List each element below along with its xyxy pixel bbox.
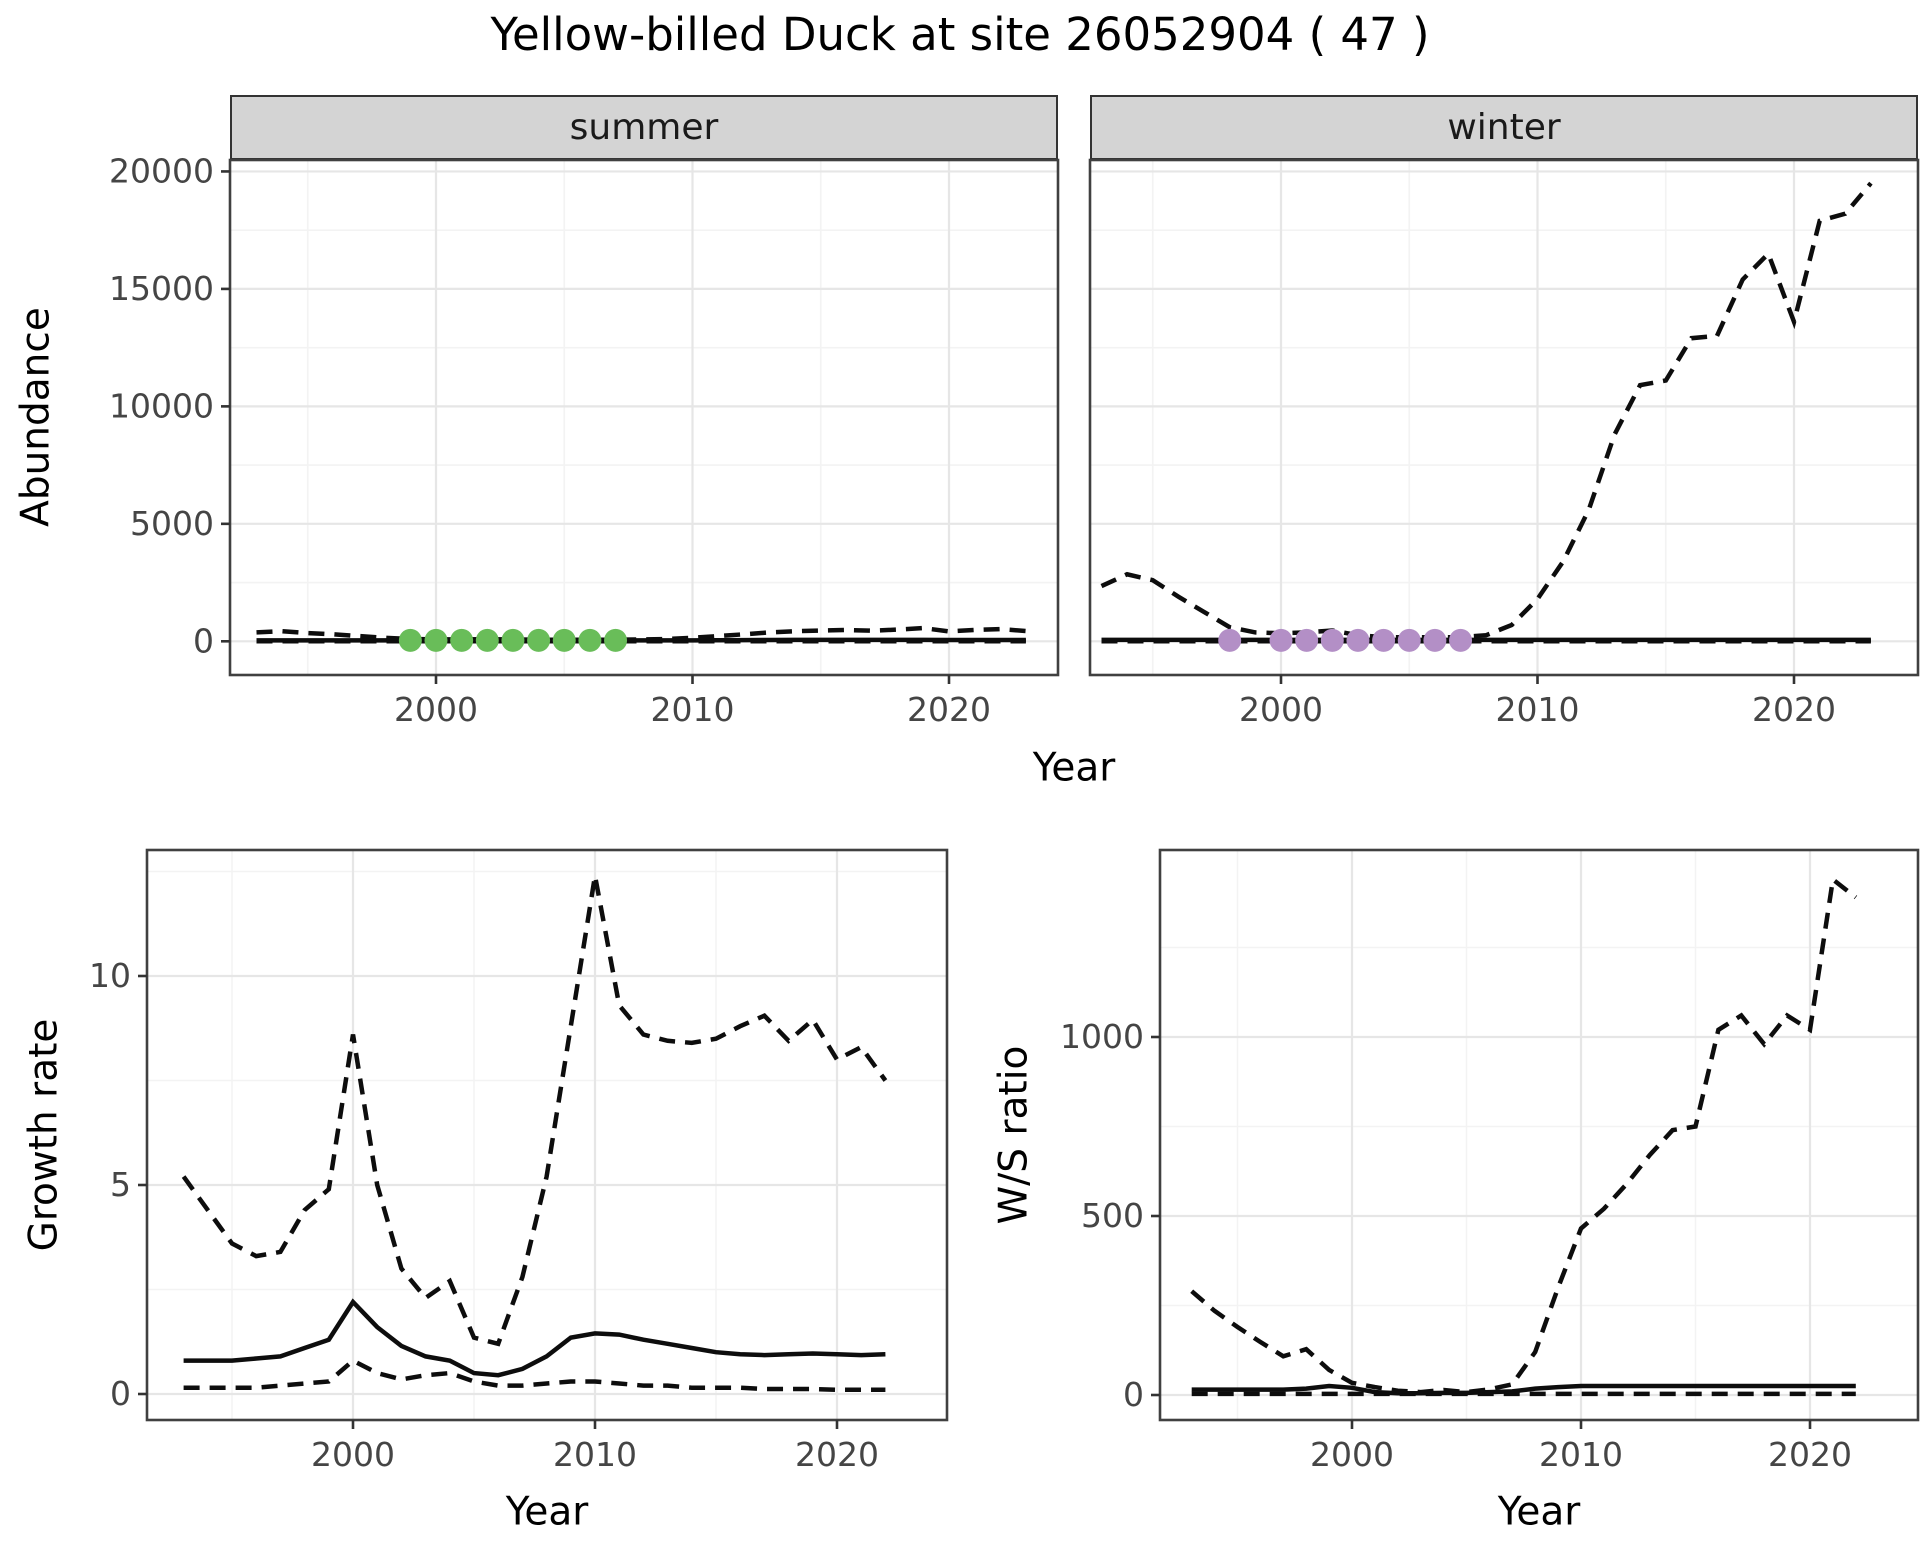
winter-data-point — [1218, 628, 1242, 652]
y-tick-label: 20000 — [109, 151, 214, 190]
summer-data-point — [450, 628, 474, 652]
y-tick-label: 0 — [1123, 1375, 1144, 1414]
year-axis-title-top: Year — [1032, 745, 1116, 791]
growth-fit-line — [183, 1298, 886, 1378]
winter-upper_ci-line — [1100, 181, 1873, 640]
ws-fit-line — [1191, 1383, 1856, 1396]
growth-upper_ci-line — [181, 875, 888, 1347]
x-tick-label: 2020 — [907, 690, 991, 729]
summer-data-point — [424, 628, 448, 652]
winter-data-point — [1372, 628, 1396, 652]
x-tick-label: 2020 — [795, 1435, 879, 1474]
winter-data-point — [1346, 628, 1370, 652]
ws-upper_ci-line — [1190, 875, 1858, 1395]
winter-panel-border — [1088, 158, 1920, 677]
growth-panel: 2000 2010 2020 0 5 10 — [89, 848, 949, 1474]
winter-data-point — [1397, 628, 1421, 652]
x-tick-label: 2000 — [1239, 690, 1323, 729]
x-tick-label: 2010 — [651, 690, 735, 729]
growth-panel-border — [145, 848, 949, 1422]
year-axis-title-ws: Year — [1497, 1489, 1581, 1535]
winter-panel: 2000 2010 2020 — [1088, 158, 1920, 729]
y-tick-label: 0 — [110, 1374, 131, 1413]
y-tick-label: 10 — [89, 956, 131, 995]
winter-data-point — [1449, 628, 1473, 652]
winter-data-point — [1295, 628, 1319, 652]
summer-data-point — [578, 628, 602, 652]
x-tick-label: 2000 — [311, 1435, 395, 1474]
summer-data-point — [501, 628, 525, 652]
y-tick-label: 10000 — [109, 386, 214, 425]
winter-data-point — [1269, 628, 1293, 652]
winter-data-point — [1320, 628, 1344, 652]
x-tick-label: 2020 — [1768, 1435, 1852, 1474]
growth-rate-axis-title: Growth rate — [21, 1018, 67, 1252]
y-tick-label: 0 — [193, 621, 214, 660]
facet-strip-summer-label: summer — [569, 107, 719, 148]
summer-data-point — [604, 628, 628, 652]
plot-title: Yellow-billed Duck at site 26052904 ( 47… — [490, 8, 1430, 61]
abundance-axis-title: Abundance — [13, 307, 59, 527]
summer-fit-line — [256, 637, 1026, 643]
x-tick-label: 2000 — [394, 690, 478, 729]
facet-strip-winter: winter — [1090, 95, 1918, 160]
x-tick-label: 2000 — [1310, 1435, 1394, 1474]
summer-data-point — [398, 628, 422, 652]
x-tick-label: 2010 — [1539, 1435, 1623, 1474]
growth-lower_ci-line — [183, 1357, 886, 1393]
ws-panel: 2000 2010 2020 0 500 1000 — [1060, 848, 1920, 1474]
x-tick-label: 2010 — [1496, 690, 1580, 729]
y-tick-label: 1000 — [1060, 1017, 1144, 1056]
summer-data-point — [475, 628, 499, 652]
y-tick-label: 5 — [110, 1165, 131, 1204]
x-tick-label: 2010 — [553, 1435, 637, 1474]
winter-data-point — [1423, 628, 1447, 652]
year-axis-title-growth: Year — [505, 1489, 589, 1535]
summer-panel-border — [228, 158, 1060, 677]
summer-data-point — [527, 628, 551, 652]
facet-strip-winter-label: winter — [1447, 107, 1561, 148]
ws-ratio-axis-title: W/S ratio — [991, 1045, 1037, 1225]
summer-data-point — [552, 628, 576, 652]
y-tick-label: 5000 — [130, 504, 214, 543]
y-tick-label: 500 — [1081, 1196, 1144, 1235]
y-tick-label: 15000 — [109, 269, 214, 308]
summer-panel: 2000 2010 2020 0 5000 10000 15000 20000 — [109, 151, 1060, 729]
x-tick-label: 2020 — [1752, 690, 1836, 729]
ws-panel-border — [1158, 848, 1920, 1422]
facet-strip-summer: summer — [230, 95, 1058, 160]
